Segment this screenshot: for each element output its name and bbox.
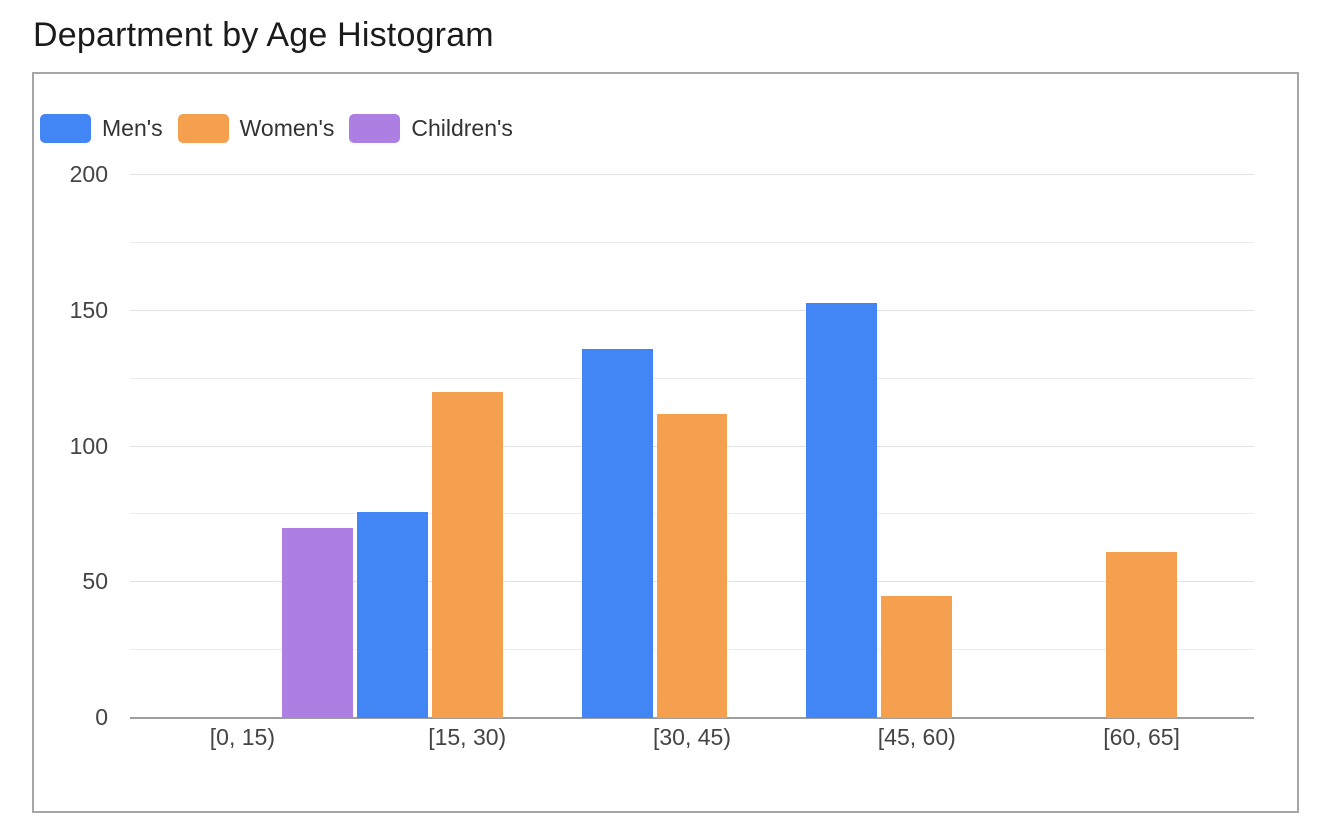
legend-swatch-mens	[40, 114, 91, 143]
legend: Men's Women's Children's	[40, 114, 513, 143]
bar-childrens-0[interactable]	[281, 527, 353, 718]
legend-label: Men's	[102, 115, 163, 141]
x-axis-baseline	[130, 717, 1254, 719]
legend-item-womens[interactable]: Women's	[177, 114, 335, 143]
bar-mens-3[interactable]	[806, 302, 878, 718]
y-tick-label: 200	[69, 161, 108, 187]
legend-label: Children's	[411, 115, 513, 141]
gridline-minor	[130, 241, 1254, 243]
y-tick-label: 100	[69, 432, 108, 459]
y-tick-label: 0	[95, 704, 108, 730]
x-tick-label: [45, 60)	[877, 724, 956, 750]
bar-womens-2[interactable]	[656, 413, 728, 718]
bar-mens-1[interactable]	[356, 511, 428, 718]
legend-swatch-childrens	[349, 114, 401, 143]
gridline-minor	[130, 377, 1254, 379]
y-tick-label: 50	[82, 568, 108, 595]
bar-womens-4[interactable]	[1106, 552, 1178, 718]
chart-title: Department by Age Histogram	[33, 16, 494, 54]
gridline-major	[130, 309, 1254, 311]
y-tick-label: 150	[69, 296, 108, 323]
bar-womens-3[interactable]	[881, 595, 953, 718]
x-tick-label: [15, 30)	[428, 724, 507, 750]
legend-item-childrens[interactable]: Children's	[349, 114, 513, 143]
legend-label: Women's	[239, 115, 335, 141]
legend-item-mens[interactable]: Men's	[40, 114, 163, 143]
chart-card: Men's Women's Children's 0 50 100 150 200 [0, 1…	[32, 72, 1299, 813]
bar-womens-1[interactable]	[431, 392, 503, 718]
gridline-major	[130, 174, 1254, 175]
x-tick-label: [60, 65]	[1103, 724, 1180, 750]
x-tick-label: [0, 15)	[209, 724, 275, 750]
x-tick-label: [30, 45)	[652, 724, 731, 750]
bar-mens-2[interactable]	[581, 348, 653, 718]
plot-area	[130, 174, 1254, 719]
legend-swatch-womens	[177, 114, 229, 143]
